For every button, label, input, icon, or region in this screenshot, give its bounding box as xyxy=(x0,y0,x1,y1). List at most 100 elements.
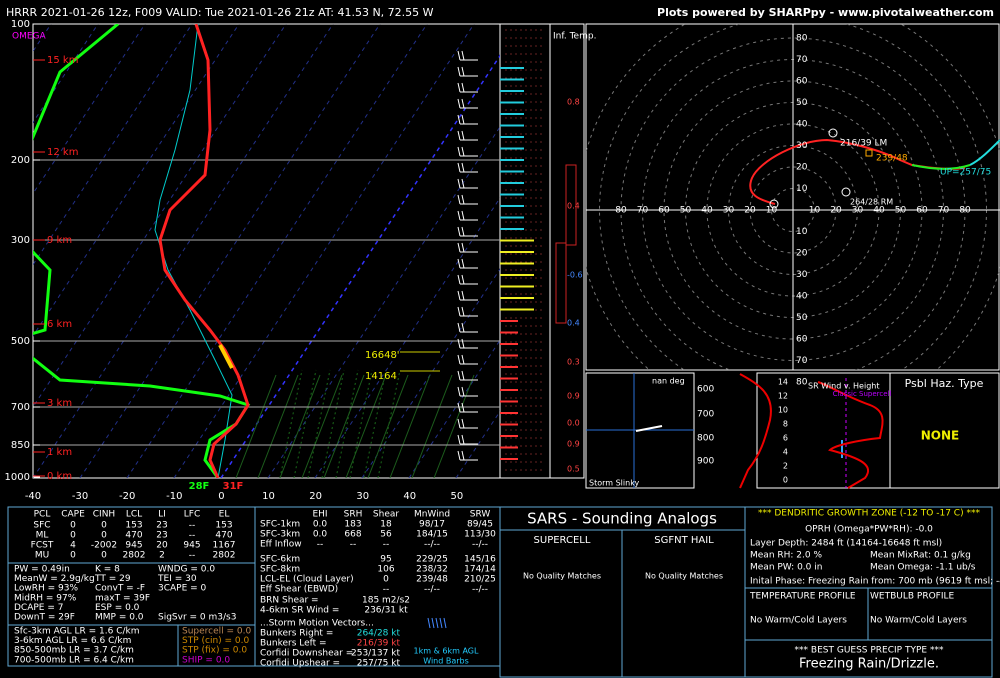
height-label: 6 km xyxy=(47,319,72,330)
label: No Quality Matches xyxy=(645,572,723,581)
ring-label: 40 xyxy=(796,120,808,130)
ring-label: 50 xyxy=(796,98,808,108)
label: Mean RH: 2.0 % xyxy=(750,551,822,561)
label: 236/31 kt xyxy=(364,606,408,616)
wind-barb xyxy=(457,418,478,429)
barb-flag xyxy=(457,290,461,301)
label: SFC-6km xyxy=(260,555,300,565)
label: 89/45 xyxy=(467,520,493,530)
label: 239/48 xyxy=(876,154,908,164)
label: 470 xyxy=(125,531,142,541)
ring-label: 60 xyxy=(796,335,808,345)
barb-flag xyxy=(457,194,461,205)
isotherm xyxy=(33,24,287,408)
ring-label: 10 xyxy=(796,227,808,237)
label: ML xyxy=(36,531,49,541)
label: 264/28 RM xyxy=(850,198,893,207)
barb-flag xyxy=(461,338,465,349)
label: 239/48 xyxy=(416,575,448,585)
label: 668 xyxy=(344,530,361,540)
ring-label: 60 xyxy=(916,206,928,216)
barb-flag xyxy=(461,370,465,381)
inftemp-value: -0.6 xyxy=(567,271,583,280)
hazard-frame xyxy=(889,372,1000,489)
wind-barb xyxy=(457,290,478,301)
barb-flag xyxy=(461,146,465,157)
label: 0 xyxy=(783,476,788,485)
isotherm xyxy=(126,24,428,478)
label: 470 xyxy=(215,531,232,541)
wind-barb xyxy=(457,354,478,365)
barb-flag xyxy=(461,258,465,269)
composite-box xyxy=(177,624,256,667)
label: 16648' xyxy=(365,350,400,361)
ring-label: 40 xyxy=(873,206,885,216)
wind-barb xyxy=(457,210,478,221)
label: 945 xyxy=(183,541,200,551)
temp-label: -40 xyxy=(25,491,41,502)
label: STP (fix) = 0.0 xyxy=(182,646,247,656)
barb-flag xyxy=(461,322,465,333)
label: Inf. Temp. xyxy=(553,32,596,42)
label: --/-- xyxy=(472,585,488,595)
label: Inital Phase: Freezing Rain from: 700 mb… xyxy=(750,577,1000,587)
label: 0.0 xyxy=(313,520,328,530)
label: *** BEST GUESS PRECIP TYPE *** xyxy=(795,646,944,656)
barb-flag xyxy=(457,50,461,61)
label: Storm Slinky xyxy=(589,479,640,488)
wind-barb xyxy=(457,242,478,253)
label: Wind Barbs xyxy=(423,657,469,666)
label: No Quality Matches xyxy=(523,572,601,581)
label: 4 xyxy=(70,541,76,551)
isotherm xyxy=(33,24,193,266)
isotherm xyxy=(408,339,500,478)
label: SHIP = 0.0 xyxy=(182,655,230,665)
height-label: 0 km xyxy=(47,471,72,482)
barb-flag xyxy=(461,98,465,109)
label: -- xyxy=(317,540,324,550)
label: DownT = 29F xyxy=(14,613,75,623)
label: SFC-3km xyxy=(260,530,300,540)
inftemp-value: 0.4 xyxy=(567,202,580,211)
temperature-trace xyxy=(158,24,250,478)
barb-flag xyxy=(457,130,461,141)
label: -- xyxy=(383,540,390,550)
moist-adiabat xyxy=(345,374,387,478)
label: 700-500mb LR = 6.4 C/km xyxy=(14,655,134,665)
label: Layer Depth: 2484 ft (14164-16648 ft msl… xyxy=(750,539,942,549)
temp-label: -20 xyxy=(119,491,135,502)
label: 106 xyxy=(377,565,394,575)
label: 3-6km AGL LR = 6.6 C/km xyxy=(14,636,131,646)
label: 2 xyxy=(159,551,165,561)
label: 257/75 kt xyxy=(357,659,401,669)
barb-flag xyxy=(457,322,461,333)
barb-flag xyxy=(457,450,461,461)
label: 210/25 xyxy=(464,575,496,585)
barb-flag xyxy=(461,82,465,93)
wind-barb xyxy=(457,450,478,461)
wind-barb xyxy=(457,258,478,269)
storm-marker xyxy=(828,128,838,138)
height-label: 12 km xyxy=(47,147,78,158)
label: ConvT = -F xyxy=(95,584,145,594)
inftemp-value: 0.5 xyxy=(567,465,580,474)
ring-label: 10 xyxy=(796,184,808,194)
barb-flag xyxy=(461,290,465,301)
ring-label: 20 xyxy=(796,249,808,259)
ring-label: 20 xyxy=(796,163,808,173)
label: EL xyxy=(219,510,230,520)
winter-box xyxy=(744,506,993,678)
inftemp-value: 0.8 xyxy=(567,98,580,107)
barb-flag xyxy=(461,210,465,221)
ring-label: 60 xyxy=(658,206,670,216)
temp-label: 40 xyxy=(403,491,416,502)
label: 1km & 6km AGL xyxy=(414,647,479,656)
ring-label: 50 xyxy=(895,206,907,216)
wind-barb xyxy=(457,82,478,93)
wind-barb xyxy=(457,322,478,333)
ring-label: 40 xyxy=(701,206,713,216)
label: Supercell = 0.0 xyxy=(182,627,252,637)
label: 56 xyxy=(380,530,392,540)
label: TT = 29 xyxy=(94,574,131,584)
